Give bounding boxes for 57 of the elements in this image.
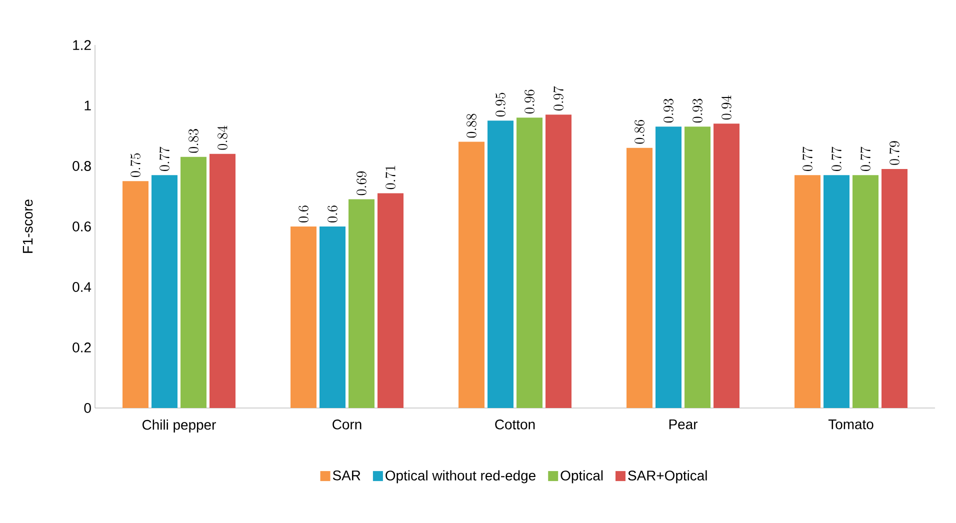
bar — [684, 126, 711, 408]
bar — [714, 124, 740, 408]
bar — [516, 118, 543, 408]
y-tick-label: 0.6 — [72, 222, 91, 232]
bar — [152, 175, 178, 408]
legend-label: SAR+Optical — [628, 470, 707, 484]
y-tick-label: 0.2 — [72, 342, 91, 352]
bar — [488, 120, 514, 408]
bar — [290, 226, 317, 408]
bar — [546, 114, 572, 408]
bar — [378, 193, 404, 408]
bar — [180, 156, 206, 408]
y-tick-label: 1.2 — [73, 40, 91, 50]
bar — [852, 175, 879, 408]
data-label: 0.77 — [860, 146, 870, 171]
data-label: 0.6 — [298, 206, 308, 222]
y-axis-title: F1-score — [22, 200, 33, 253]
x-tick-label: Corn — [332, 420, 362, 430]
data-label: 0.75 — [130, 153, 140, 178]
data-label: 0.95 — [496, 92, 506, 117]
y-tick-label: 0 — [84, 403, 91, 413]
data-label: 0.77 — [159, 146, 170, 171]
bar — [794, 175, 821, 408]
data-label: 0.71 — [385, 166, 396, 190]
x-tick-label: Cotton — [495, 420, 535, 430]
bar — [882, 169, 908, 408]
data-label: 0.6 — [328, 206, 338, 222]
legend-label: SAR — [332, 470, 360, 480]
x-tick-label: Pear — [669, 420, 698, 430]
data-label: 0.94 — [721, 96, 732, 120]
bar — [656, 126, 682, 408]
data-label: 0.96 — [524, 90, 534, 114]
data-label: 0.86 — [634, 120, 644, 144]
legend-label: Optical — [560, 470, 603, 484]
bar — [458, 142, 485, 408]
data-label: 0.83 — [188, 129, 198, 153]
data-label: 0.77 — [802, 146, 812, 171]
bar — [824, 175, 850, 408]
x-tick-label: Chili pepper — [142, 420, 216, 433]
data-label: 0.93 — [692, 98, 702, 123]
legend-label: Optical without red-edge — [386, 470, 536, 484]
data-label: 0.77 — [831, 146, 842, 171]
data-label: 0.84 — [217, 126, 228, 150]
data-label: 0.97 — [553, 86, 564, 110]
y-tick-label: 1 — [84, 100, 91, 110]
y-tick-label: 0.4 — [72, 282, 92, 292]
x-tick-label: Tomato — [828, 420, 874, 430]
data-label: 0.79 — [889, 141, 900, 165]
y-tick-label: 0.8 — [72, 161, 91, 171]
bar — [348, 199, 375, 408]
data-label: 0.88 — [466, 114, 476, 138]
bar — [320, 226, 346, 408]
bar — [626, 148, 653, 408]
bar — [122, 181, 148, 408]
bar — [210, 154, 236, 408]
data-label: 0.69 — [356, 171, 366, 196]
data-label: 0.93 — [664, 98, 674, 123]
